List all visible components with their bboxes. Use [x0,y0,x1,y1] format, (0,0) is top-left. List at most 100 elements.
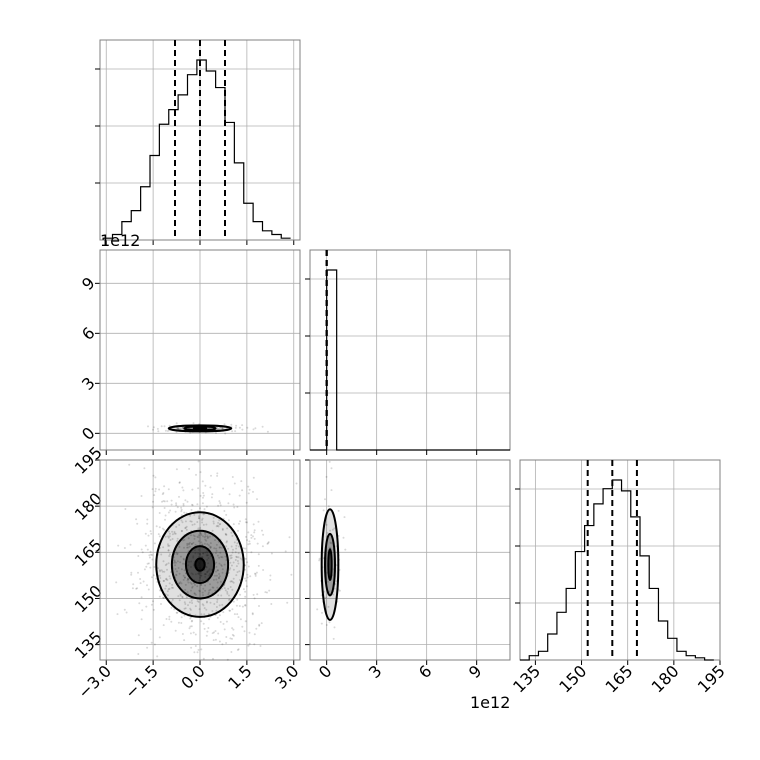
scatter-point [214,589,217,592]
scatter-point [170,586,173,589]
scatter-point [227,502,230,505]
scatter-point [154,476,157,479]
scatter-point [150,603,153,606]
scatter-point [215,525,218,528]
scatter-point [247,644,250,647]
scatter-point [154,490,157,493]
scatter-point [192,631,195,634]
scatter-point [244,557,247,560]
scatter-point [223,628,226,631]
scatter-point [131,587,134,590]
scatter-point [188,627,191,630]
scatter-point [194,583,196,586]
scatter-point [198,579,201,582]
scatter-point [247,531,250,534]
scatter-point [220,546,223,549]
scatter-point [219,504,222,507]
scatter-point [153,542,156,545]
scatter-point [199,507,201,510]
scatter-point [209,583,211,586]
scatter-point [197,572,199,575]
scatter-point [182,562,185,565]
scatter-point [209,572,211,575]
scatter-point [210,546,212,549]
scatter-point [151,558,154,561]
scatter-point [158,574,161,577]
scatter-point [231,633,234,636]
scatter-point [229,580,232,583]
scatter-point [202,657,205,660]
scatter-point [250,534,253,537]
scatter-point [201,556,204,559]
scatter-point [178,481,181,484]
scatter-point [217,576,220,579]
scatter-point [290,573,293,576]
offset-label-y: 1e12 [100,231,140,250]
scatter-point [165,577,168,580]
scatter-point [219,621,222,623]
scatter-point [173,560,176,563]
scatter-point [190,582,193,585]
scatter-point [215,561,218,564]
scatter-point [231,551,234,554]
scatter-point [190,543,193,545]
scatter-point [218,575,221,578]
scatter-point [188,545,191,548]
scatter-point [222,611,225,614]
scatter-point [152,426,155,429]
x-tick-label: 165 [601,661,636,696]
scatter-point [187,537,190,540]
scatter-point [194,593,197,596]
scatter-point [206,570,209,573]
scatter-point [146,518,149,521]
scatter-point [234,551,237,554]
scatter-point [188,541,191,544]
scatter-point [145,605,148,608]
scatter-point [182,558,185,561]
scatter-point [229,586,232,588]
scatter-point [213,631,215,634]
scatter-point [158,569,161,572]
scatter-point [224,432,227,435]
scatter-point [177,567,180,569]
scatter-point [267,541,270,544]
scatter-point [166,500,169,503]
scatter-point [233,541,236,544]
scatter-point [182,539,184,542]
scatter-point [228,594,230,597]
scatter-point [262,533,265,536]
scatter-point [202,496,204,499]
scatter-point [213,547,216,550]
scatter-point [207,593,210,596]
scatter-point [175,422,178,425]
scatter-point [234,559,237,561]
scatter-point [207,627,210,629]
scatter-point [180,510,183,513]
scatter-point [182,574,185,577]
scatter-point [333,626,336,629]
scatter-point [192,541,195,544]
scatter-point [236,556,238,559]
scatter-point [232,600,235,603]
scatter-point [115,581,118,584]
scatter-point [258,623,261,626]
scatter-point [238,522,240,525]
scatter-point [189,581,192,584]
scatter-point [230,651,233,653]
scatter-point [176,553,179,556]
scatter-point [206,543,209,546]
scatter-point [163,570,166,573]
scatter-point [147,588,150,591]
scatter-point [206,551,209,554]
scatter-point [182,578,185,581]
scatter-point [214,552,217,555]
scatter-point [185,596,188,599]
scatter-point [199,532,202,535]
scatter-point [180,622,183,624]
scatter-point [178,582,181,585]
scatter-point [234,426,237,429]
scatter-point [167,549,170,552]
scatter-point [206,537,209,540]
scatter-point [193,592,196,595]
scatter-point [241,424,244,427]
